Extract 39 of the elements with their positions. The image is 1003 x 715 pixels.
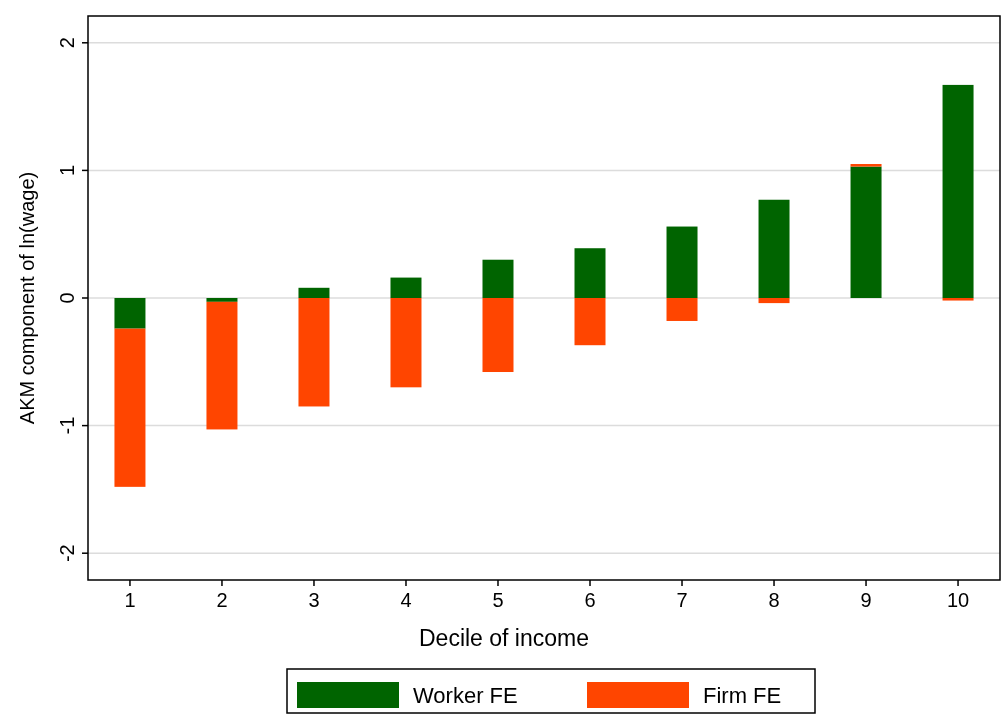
x-tick-label: 4 <box>400 589 412 611</box>
x-tick-label: 2 <box>216 589 228 611</box>
bar <box>114 298 146 329</box>
y-tick-label: 2 <box>56 37 78 49</box>
bar <box>298 298 330 407</box>
bar <box>942 298 974 301</box>
bar <box>206 298 238 302</box>
bar <box>114 328 146 487</box>
y-tick-label: 1 <box>56 164 78 176</box>
bar <box>758 199 790 298</box>
bar <box>666 298 698 321</box>
bar <box>666 226 698 298</box>
bar <box>574 298 606 346</box>
bar <box>850 164 882 167</box>
bar <box>390 298 422 388</box>
bar <box>482 298 514 373</box>
y-tick-label: 0 <box>56 292 78 304</box>
x-tick-label: 10 <box>946 589 970 611</box>
legend-label: Worker FE <box>413 683 518 708</box>
y-axis-title: AKM component of ln(wage) <box>16 171 38 425</box>
y-tick-label: -2 <box>56 544 78 563</box>
x-tick-label: 3 <box>308 589 320 611</box>
bar <box>298 287 330 298</box>
x-tick-label: 8 <box>768 589 780 611</box>
x-tick-label: 1 <box>124 589 136 611</box>
bar <box>390 277 422 298</box>
x-tick-label: 5 <box>492 589 504 611</box>
x-tick-label: 6 <box>584 589 596 611</box>
bar <box>574 248 606 298</box>
x-tick-label: 9 <box>860 589 872 611</box>
y-tick-label: -1 <box>56 416 78 435</box>
bar <box>206 301 238 430</box>
legend-label: Firm FE <box>703 683 782 708</box>
bar <box>942 84 974 298</box>
bar <box>758 298 790 304</box>
bar <box>482 259 514 298</box>
x-tick-label: 7 <box>676 589 688 611</box>
x-axis-title: Decile of income <box>418 625 590 651</box>
bar <box>850 166 882 298</box>
